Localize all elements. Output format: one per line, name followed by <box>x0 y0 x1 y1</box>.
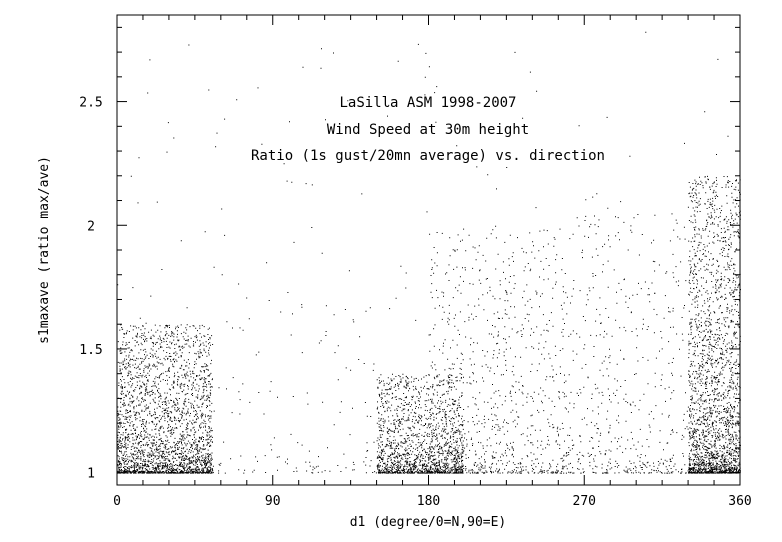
y-tick-label: 2.5 <box>79 96 102 111</box>
x-tick-label: 90 <box>265 494 281 509</box>
title-line-2: Wind Speed at 30m height <box>327 122 529 138</box>
x-tick-label: 270 <box>573 494 596 509</box>
y-tick-label: 2 <box>87 219 95 234</box>
title-line-3: Ratio (1s gust/20mn average) vs. directi… <box>251 148 605 164</box>
x-tick-label: 0 <box>113 494 121 509</box>
plot-frame <box>116 14 741 486</box>
y-tick-label: 1.5 <box>79 343 102 358</box>
y-tick-label: 1 <box>87 467 95 482</box>
axis-ticks <box>116 15 741 485</box>
title-line-1: LaSilla ASM 1998-2007 <box>339 95 516 111</box>
y-axis-label: s1maxave (ratio max/ave) <box>37 156 52 344</box>
x-tick-label: 180 <box>417 494 440 509</box>
x-tick-label: 360 <box>728 494 751 509</box>
tick-labels: 0 90 180 270 360 1 1.5 2 2.5 <box>79 96 751 509</box>
x-axis-label: d1 (degree/0=N,90=E) <box>350 515 507 530</box>
